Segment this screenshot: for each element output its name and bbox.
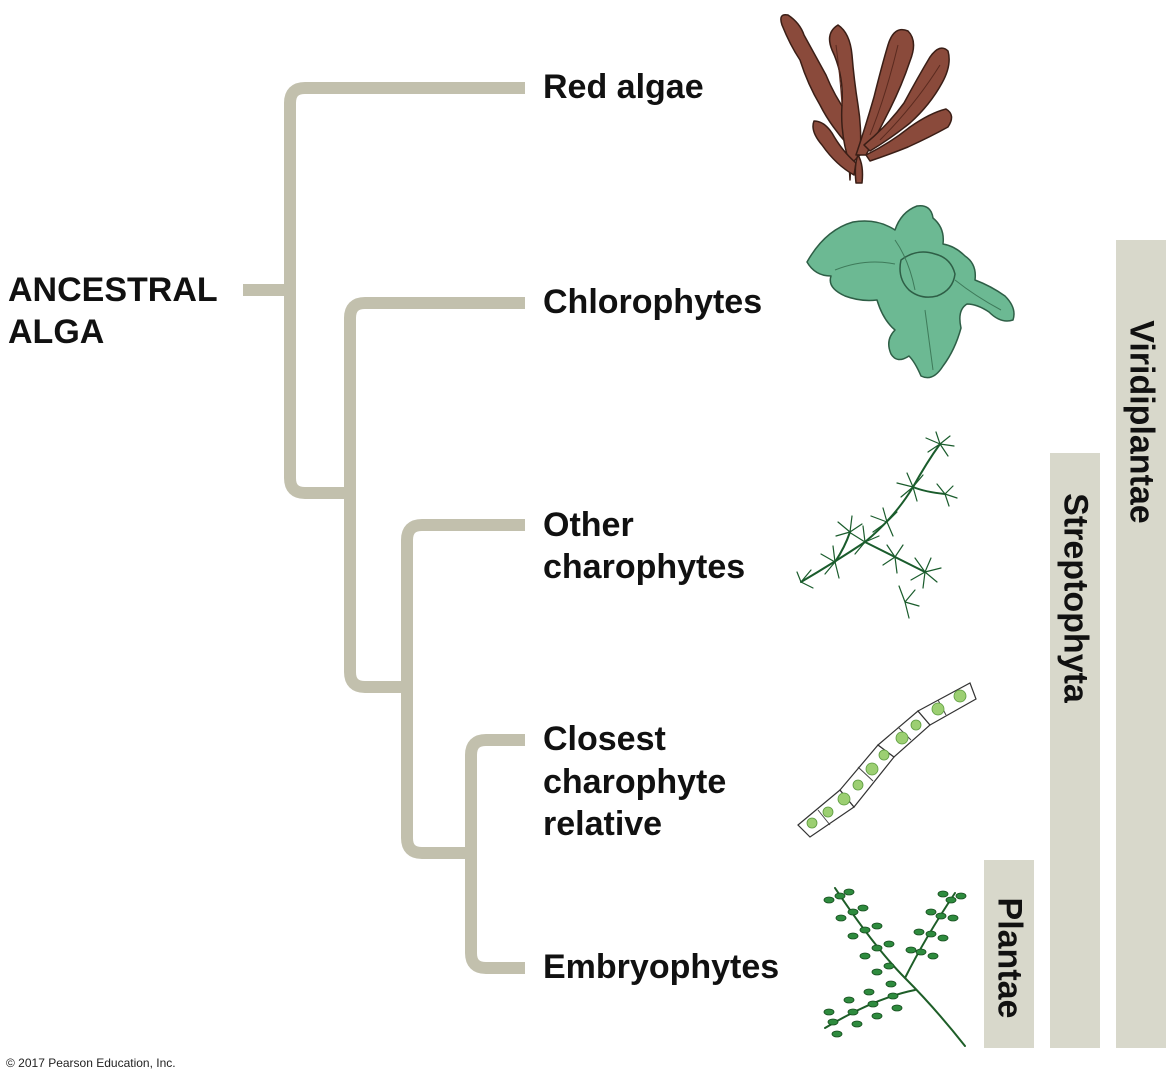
taxon-label-embryophytes: Embryophytes xyxy=(543,948,780,986)
taxon-label-other-charophytes-2: charophytes xyxy=(543,548,746,586)
copyright-notice: © 2017 Pearson Education, Inc. xyxy=(6,1056,176,1070)
clade-label-viridiplantae: Viridiplantae xyxy=(1122,320,1161,524)
taxon-label-chlorophytes: Chlorophytes xyxy=(543,283,763,321)
chlorophyte-illustration xyxy=(806,205,1015,379)
root-label-line-1: ANCESTRAL xyxy=(8,271,218,309)
branch-chlorophytes xyxy=(344,297,525,693)
branch-other-charophytes xyxy=(401,519,525,859)
clade-label-streptophyta: Streptophyta xyxy=(1056,493,1095,703)
clade-bar-viridiplantae: Viridiplantae xyxy=(1116,240,1166,1048)
clade-bar-plantae: Plantae xyxy=(984,860,1034,1048)
charophyte-illustration xyxy=(796,431,958,619)
clade-bar-streptophyta: Streptophyta xyxy=(1050,453,1100,1048)
taxon-label-closest-relative-3: relative xyxy=(543,805,663,843)
root-label-line-2: ALGA xyxy=(8,313,105,351)
fern-illustration xyxy=(823,887,967,1047)
filament-illustration xyxy=(797,682,977,838)
taxon-label-red-algae: Red algae xyxy=(543,68,704,106)
taxon-label-closest-relative-2: charophyte xyxy=(543,763,727,801)
red-alga-illustration xyxy=(780,13,953,184)
taxon-label-other-charophytes-1: Other xyxy=(543,506,634,544)
branch-closest-relative xyxy=(465,734,525,974)
taxon-label-closest-relative-1: Closest xyxy=(543,720,666,758)
branch-red-algae xyxy=(284,82,525,499)
clade-label-plantae: Plantae xyxy=(990,897,1029,1019)
